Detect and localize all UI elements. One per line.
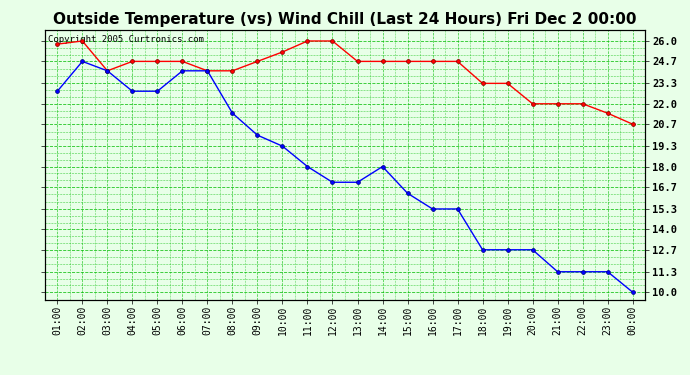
Text: Copyright 2005 Curtronics.com: Copyright 2005 Curtronics.com: [48, 35, 204, 44]
Title: Outside Temperature (vs) Wind Chill (Last 24 Hours) Fri Dec 2 00:00: Outside Temperature (vs) Wind Chill (Las…: [53, 12, 637, 27]
